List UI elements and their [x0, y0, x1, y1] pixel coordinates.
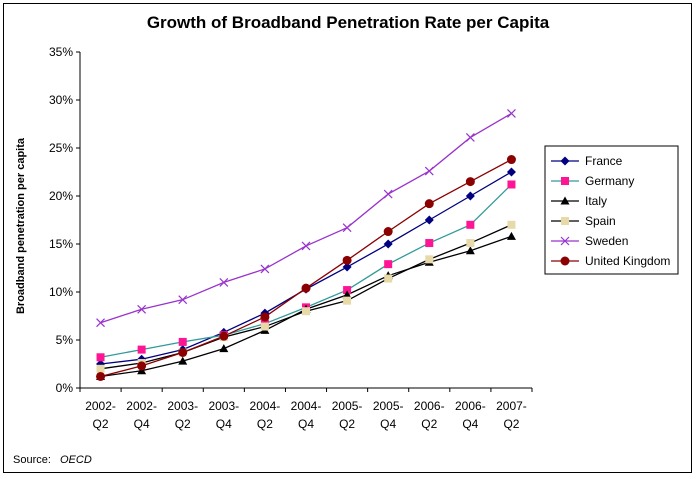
- legend-marker-italy: [560, 196, 570, 205]
- y-tick-label: 35%: [49, 45, 73, 59]
- data-point-spain: [425, 255, 434, 264]
- data-point-italy: [219, 344, 229, 353]
- x-tick-label: 2004-Q2: [250, 399, 281, 431]
- series-lines: [100, 112, 512, 378]
- legend-marker-spain: [561, 217, 569, 225]
- data-point-spain: [96, 364, 105, 373]
- y-tick-label: 0%: [56, 381, 74, 395]
- data-point-united-kingdom: [342, 255, 352, 265]
- data-point-germany: [507, 180, 516, 189]
- y-tick-label: 20%: [49, 189, 73, 203]
- data-point-sweden: [342, 223, 352, 233]
- y-tick-label: 10%: [49, 285, 73, 299]
- series-line-germany: [100, 184, 512, 358]
- legend-marker-germany: [561, 177, 569, 185]
- data-point-united-kingdom: [506, 155, 516, 165]
- data-point-united-kingdom: [219, 331, 229, 341]
- legend-label-germany: Germany: [585, 174, 634, 188]
- data-point-france: [465, 191, 475, 201]
- legend-marker-france: [560, 156, 570, 166]
- data-point-united-kingdom: [96, 371, 106, 381]
- legend-marker-united-kingdom: [560, 256, 570, 266]
- line-chart: Growth of Broadband Penetration Rate per…: [13, 13, 679, 466]
- legend-box: [544, 145, 679, 275]
- legend-label-france: France: [585, 154, 623, 168]
- legend-label-spain: Spain: [585, 214, 616, 228]
- data-point-sweden: [424, 166, 434, 176]
- data-point-italy: [342, 290, 352, 299]
- axes: [76, 51, 533, 392]
- data-point-spain: [507, 220, 516, 229]
- y-tick-label: 30%: [49, 93, 73, 107]
- legend-label-united-kingdom: United Kingdom: [585, 254, 670, 268]
- data-point-sweden: [219, 277, 229, 287]
- chart-title: Growth of Broadband Penetration Rate per…: [147, 13, 550, 32]
- x-tick-label: 2003-Q2: [167, 399, 198, 431]
- data-point-spain: [384, 274, 393, 283]
- x-tick-label: 2003-Q4: [208, 399, 239, 431]
- source-label: Source: OECD: [13, 454, 92, 466]
- x-tick-labels: 2002-Q2 2002-Q4 2003-Q2 2003-Q4 2004-Q2 2004-…: [85, 399, 527, 431]
- x-tick-label: 2002-Q2: [85, 399, 116, 431]
- x-tick-label: 2005-Q2: [332, 399, 363, 431]
- data-point-united-kingdom: [137, 361, 147, 371]
- x-tick-label: 2007-Q2: [496, 399, 527, 431]
- y-tick-label: 15%: [49, 237, 73, 251]
- data-point-italy: [465, 246, 475, 255]
- legend-label-sweden: Sweden: [585, 234, 628, 248]
- data-point-sweden: [383, 189, 393, 199]
- legend-marker-sweden: [560, 236, 570, 246]
- data-point-germany: [96, 353, 105, 362]
- x-tick-label: 2004-Q4: [291, 399, 322, 431]
- x-tick-label: 2002-Q4: [126, 399, 157, 431]
- legend-label-italy: Italy: [585, 194, 607, 208]
- y-tick-label: 5%: [56, 333, 74, 347]
- data-point-sweden: [178, 295, 188, 305]
- series-markers: [96, 109, 516, 381]
- x-tick-label: 2006-Q2: [414, 399, 445, 431]
- data-point-united-kingdom: [424, 199, 434, 209]
- data-point-spain: [260, 322, 269, 331]
- data-point-sweden: [260, 264, 270, 274]
- y-tick-labels: 0% 5% 10% 15% 20% 25% 30% 35%: [49, 45, 73, 395]
- data-point-spain: [343, 296, 352, 305]
- data-point-germany: [425, 239, 434, 248]
- y-tick-label: 25%: [49, 141, 73, 155]
- data-point-sweden: [301, 241, 311, 251]
- x-tick-label: 2006-Q4: [455, 399, 486, 431]
- data-point-germany: [343, 286, 352, 295]
- data-point-france: [342, 262, 352, 272]
- data-point-france: [506, 167, 516, 177]
- data-point-united-kingdom: [465, 177, 475, 187]
- data-point-italy: [506, 231, 516, 240]
- data-point-united-kingdom: [260, 312, 270, 322]
- data-point-united-kingdom: [301, 283, 311, 293]
- data-point-germany: [384, 260, 393, 269]
- y-axis-label: Broadband penetration per capita: [15, 137, 27, 314]
- chart-frame: Growth of Broadband Penetration Rate per…: [3, 3, 692, 473]
- data-point-italy: [178, 356, 188, 365]
- data-point-sweden: [96, 318, 105, 328]
- data-point-spain: [466, 239, 475, 248]
- data-point-germany: [178, 337, 187, 346]
- data-point-united-kingdom: [383, 227, 393, 237]
- data-point-sweden: [137, 304, 147, 314]
- data-point-france: [424, 215, 434, 225]
- data-point-germany: [137, 345, 146, 354]
- data-point-united-kingdom: [178, 347, 188, 357]
- data-point-spain: [302, 307, 310, 316]
- data-point-france: [383, 239, 393, 249]
- series-line-united-kingdom: [100, 158, 512, 378]
- series-line-france: [100, 171, 512, 365]
- source-value: OECD: [60, 454, 92, 466]
- x-tick-label: 2005-Q4: [373, 399, 404, 431]
- data-point-germany: [466, 220, 475, 229]
- legend: France Germany Italy Spain Sweden United King…: [544, 145, 679, 275]
- source-label-prefix: Source:: [13, 454, 51, 466]
- data-point-sweden: [465, 133, 475, 142]
- data-point-sweden: [507, 109, 516, 118]
